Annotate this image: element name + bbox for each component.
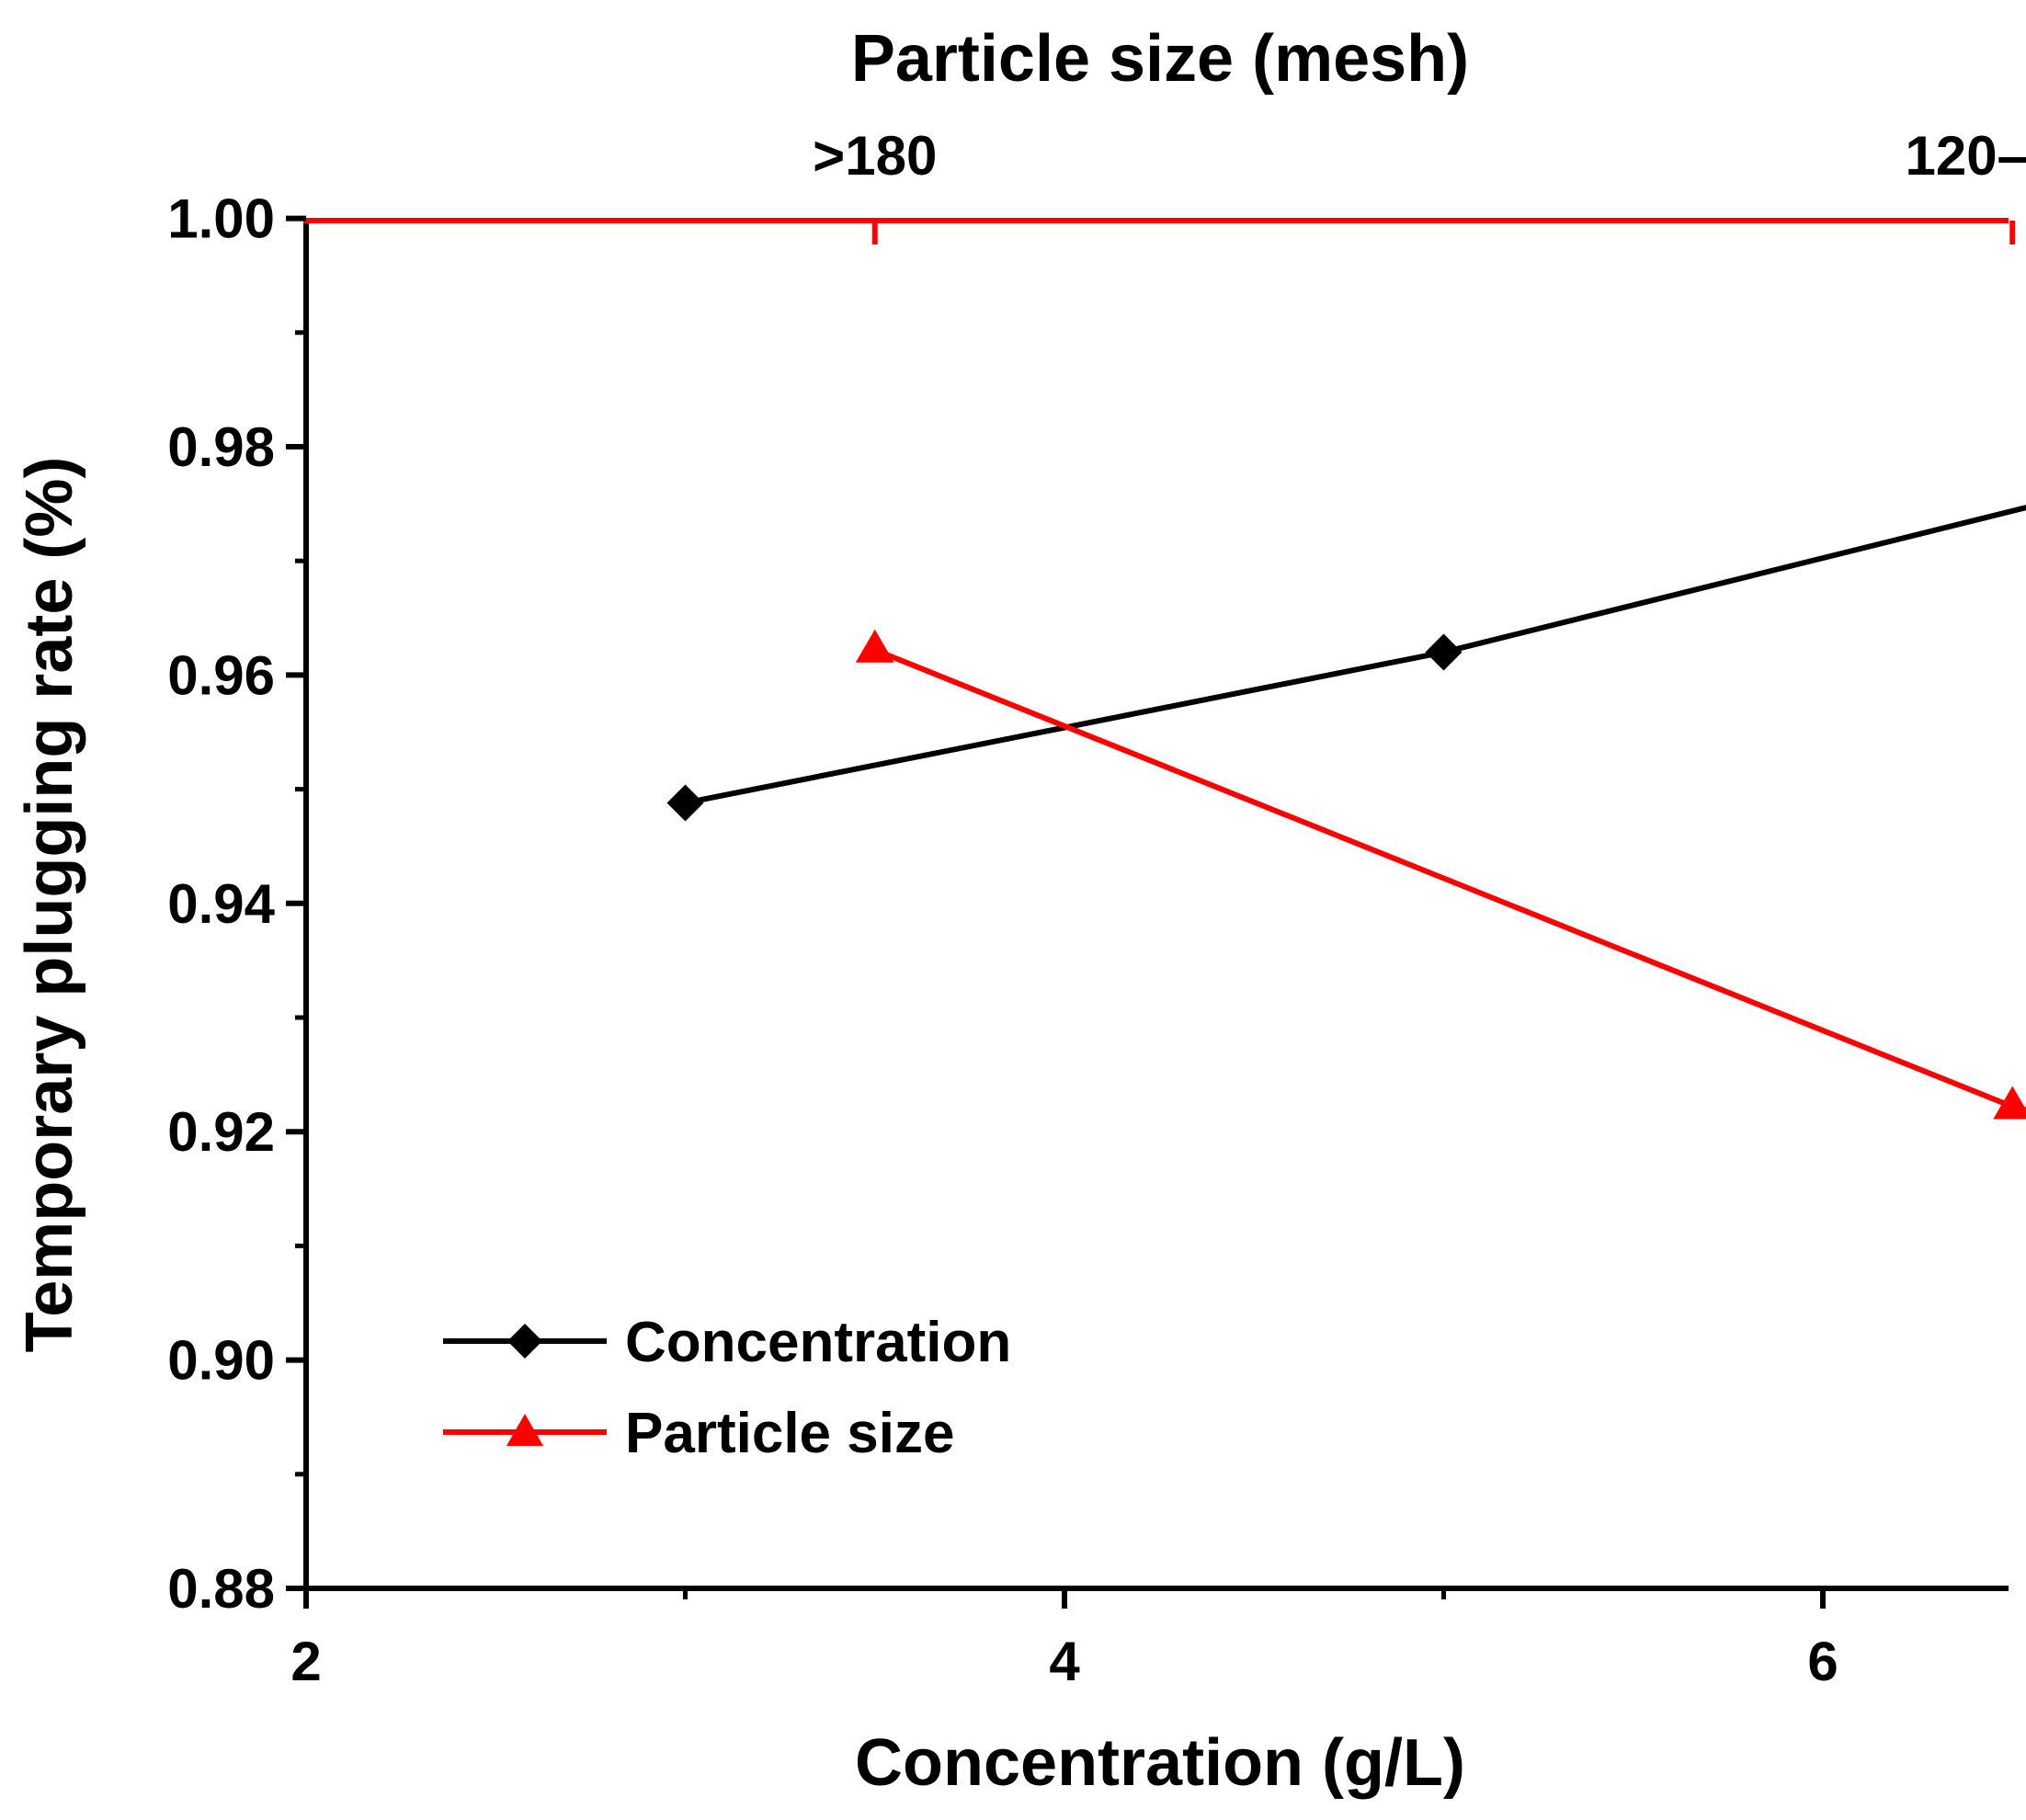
data-point-concentration	[666, 784, 704, 822]
y-tick-label: 0.94	[167, 873, 275, 935]
y-tick-label: 0.92	[167, 1101, 275, 1163]
legend-label-particle-size: Particle size	[625, 1402, 954, 1465]
legend-item-concentration: Concentration	[443, 1311, 1011, 1374]
legend-item-particle-size: Particle size	[443, 1402, 954, 1465]
legend-marker-particle-size	[506, 1414, 543, 1446]
data-point-concentration	[1425, 633, 1463, 671]
series-line-particle-size	[873, 647, 2026, 1113]
y-axis-title: Temporary plugging rate (%)	[13, 457, 86, 1353]
x-tick-label: 2	[290, 1631, 321, 1692]
top-tick-label: >180	[813, 125, 937, 187]
top-tick-label: 120–150	[1905, 125, 2026, 187]
y-tick-label: 0.98	[167, 416, 275, 478]
legend: Concentration Particle size	[443, 1311, 1011, 1465]
y-tick-label: 0.88	[167, 1558, 275, 1620]
top-axis-title: Particle size (mesh)	[851, 22, 1469, 96]
x-tick-label: 6	[1807, 1631, 1838, 1692]
series-line-concentration	[684, 505, 2026, 806]
data-point-particle-size	[1993, 1086, 2026, 1120]
series-layer	[666, 505, 2026, 1120]
ticks-layer: 2468100.880.900.920.940.960.981.00>18012…	[167, 125, 2026, 1692]
x-tick-label: 4	[1049, 1631, 1080, 1692]
y-tick-label: 0.90	[167, 1330, 275, 1392]
legend-marker-concentration	[507, 1324, 542, 1359]
y-tick-label: 1.00	[167, 188, 275, 250]
y-tick-label: 0.96	[167, 644, 275, 706]
legend-label-concentration: Concentration	[625, 1311, 1011, 1374]
x-axis-title: Concentration (g/L)	[855, 1726, 1465, 1800]
data-point-particle-size	[855, 629, 894, 663]
